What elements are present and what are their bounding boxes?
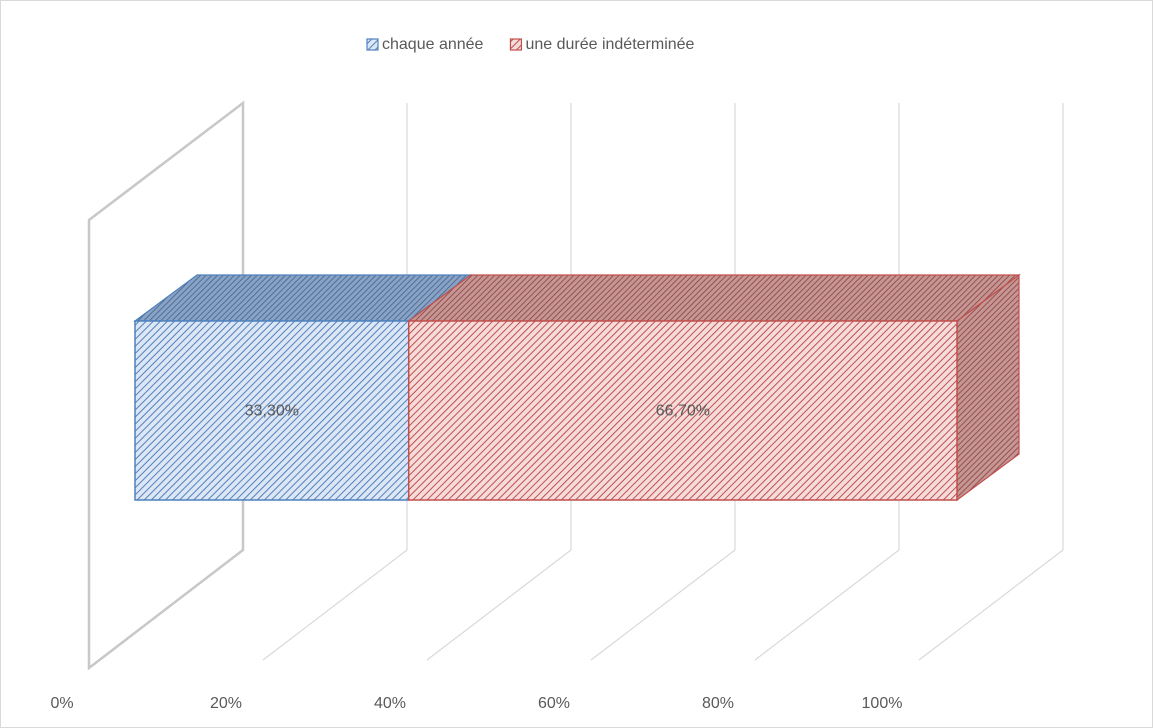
data-label: 33,30% [245,403,299,420]
x-tick-label: 60% [538,695,570,712]
legend-label: une durée indéterminée [525,36,694,53]
floor-grid-line [590,549,736,661]
x-tick-label: 40% [374,695,406,712]
x-tick-label: 100% [862,695,903,712]
floor-grid-line [426,549,572,661]
side-wall [87,100,245,671]
legend-swatch [366,38,379,51]
x-tick-label: 0% [50,695,73,712]
legend-label: chaque année [382,36,484,53]
bar [134,320,410,501]
data-label: 66,70% [656,403,710,420]
x-tick-label: 20% [210,695,242,712]
bar [407,320,958,501]
floor-grid-line [754,549,900,661]
legend-swatch [509,38,523,51]
x-tick-label: 80% [702,695,734,712]
floor-grid-line [262,549,408,661]
bar-top [406,274,1021,322]
floor-grid-line [918,549,1064,661]
